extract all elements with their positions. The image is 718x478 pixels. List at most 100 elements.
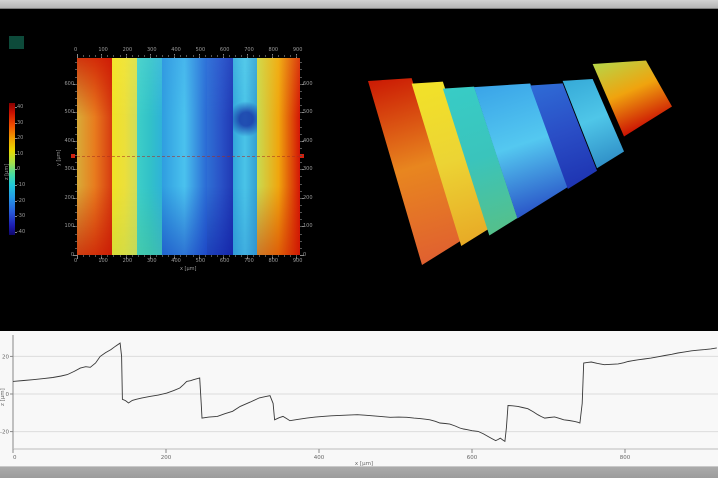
minor-tick (143, 55, 145, 57)
minor-tick (259, 55, 261, 57)
x-tick-label: 800 (620, 455, 631, 461)
minor-tick (277, 55, 279, 57)
minor-tick (300, 205, 302, 207)
surface-band-4 (530, 83, 598, 189)
minor-tick (125, 255, 127, 257)
heatmap-bottom-tick (174, 255, 176, 259)
minor-tick (300, 169, 302, 171)
surface-3d-view[interactable] (340, 10, 718, 330)
minor-tick (149, 55, 151, 57)
minor-tick (95, 255, 97, 257)
minor-tick (89, 255, 91, 257)
minor-tick (149, 255, 151, 257)
minor-tick (156, 55, 158, 57)
y-tick-label: 0 (6, 392, 10, 398)
profile-cut-line[interactable] (77, 156, 300, 157)
heatmap-top-tick-label: 700 (244, 47, 254, 53)
heatmap-bottom-tick-label: 300 (146, 258, 157, 264)
minor-tick (300, 162, 302, 164)
heatmap-top-tick-label: 100 (98, 47, 108, 53)
minor-tick (222, 55, 224, 57)
minor-tick (75, 205, 77, 207)
profile-cut-handle-left[interactable] (71, 154, 75, 158)
colorbar-tick (15, 185, 17, 186)
surface-band-5 (562, 78, 625, 169)
heatmap-top-tick-label: 400 (171, 47, 181, 53)
minor-tick (75, 240, 77, 242)
minor-tick (300, 62, 302, 64)
heatmap-x-axis-title: x [µm] (180, 266, 197, 272)
profile-curve (12, 342, 717, 443)
heatmap-right-tick-label: 600 (303, 80, 313, 87)
heatmap-bottom-tick-label: 900 (292, 258, 303, 264)
heatmap-right-tick-label: 100 (303, 223, 313, 230)
heatmap-bottom-tick-label: 500 (195, 258, 206, 264)
minor-tick (75, 62, 77, 64)
heatmap-bottom-tick-label: 200 (122, 258, 133, 264)
minor-tick (265, 255, 267, 257)
minor-tick (300, 226, 302, 228)
minor-tick (162, 55, 164, 57)
heatmap-left-tick-label: 500 (64, 109, 74, 116)
minor-tick (75, 169, 77, 171)
minor-tick (295, 55, 297, 57)
minor-tick (125, 55, 127, 57)
heatmap-bottom-tick (271, 255, 273, 259)
minor-tick (75, 247, 77, 249)
minor-tick (300, 105, 302, 107)
window-bottom-bar (0, 466, 718, 478)
minor-tick (95, 55, 97, 57)
minor-tick (300, 147, 302, 149)
heatmap-left-tick-label: 300 (64, 166, 74, 173)
minor-tick (75, 105, 77, 107)
minor-tick (192, 255, 194, 257)
colorbar-tick-label: 30 (17, 119, 24, 126)
minor-tick (228, 255, 230, 257)
x-tick-label: 400 (314, 455, 325, 461)
heatmap-left-tick-label: 200 (64, 194, 74, 201)
heatmap-bottom-tick (222, 255, 224, 259)
minor-tick (83, 255, 85, 257)
heatmap-right-tick (300, 140, 304, 142)
minor-tick (247, 255, 249, 257)
colorbar-tick (15, 153, 17, 155)
minor-tick (289, 55, 291, 57)
colorbar-tick (15, 216, 17, 218)
heatmap-bottom-tick (101, 255, 103, 259)
colorbar-tick (15, 138, 17, 140)
profile-y-axis-title: z [µm] (0, 388, 6, 406)
heatmap-bottom-tick-label: 400 (171, 258, 181, 264)
heatmap-right-tick (300, 112, 304, 114)
heatmap-bottom-tick (198, 255, 200, 259)
heatmap-bottom-tick (149, 255, 151, 259)
profile-cut-handle-right[interactable] (300, 154, 304, 158)
minor-tick (216, 255, 218, 257)
heatmap-top-tick-label: 800 (268, 47, 279, 53)
minor-tick (204, 255, 206, 257)
minor-tick (101, 55, 103, 57)
minor-tick (228, 55, 230, 57)
minor-tick (113, 55, 115, 57)
minor-tick (75, 133, 77, 135)
minor-tick (180, 255, 182, 257)
colorbar-tick-label: -20 (17, 197, 26, 204)
minor-tick (241, 255, 243, 257)
minor-tick (75, 97, 77, 99)
minor-tick (75, 76, 77, 78)
minor-tick (75, 147, 77, 149)
minor-tick (300, 76, 302, 78)
colorbar-tick (15, 122, 17, 124)
x-tick-label: 200 (161, 455, 172, 461)
heatmap-bottom-tick (125, 255, 127, 259)
colorbar-tick (15, 200, 17, 202)
window-top-bar (0, 0, 718, 9)
heatmap-right-tick-label: 500 (303, 109, 313, 116)
heatmap-left-tick-label: 100 (64, 223, 74, 230)
heatmap-top-tick-label: 300 (146, 47, 157, 53)
minor-tick (253, 55, 255, 57)
minor-tick (271, 255, 273, 257)
heatmap-left-tick-label: 400 (64, 137, 74, 144)
minor-tick (119, 255, 121, 257)
